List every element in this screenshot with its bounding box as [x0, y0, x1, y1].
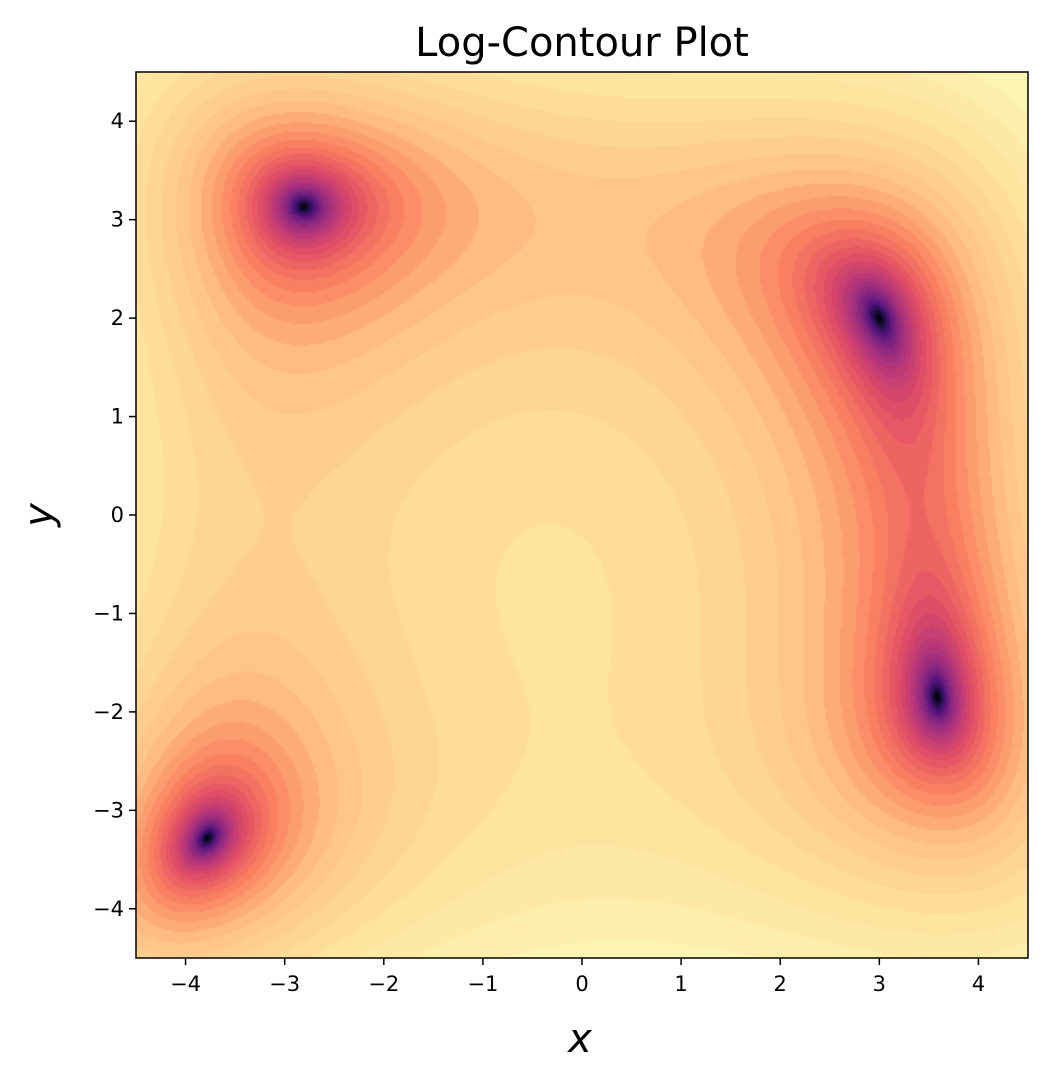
x-tick-label: 2 — [774, 972, 787, 996]
x-tick-label: 3 — [873, 972, 886, 996]
y-tick-label: −1 — [93, 601, 124, 625]
plot-area — [136, 72, 1028, 958]
y-tick-label: −4 — [93, 897, 124, 921]
x-tick-label: −3 — [269, 972, 300, 996]
y-tick-label: −2 — [93, 700, 124, 724]
y-tick-label: 4 — [111, 109, 124, 133]
x-tick-label: −4 — [170, 972, 201, 996]
chart-title: Log-Contour Plot — [415, 20, 749, 66]
y-tick-label: 1 — [111, 405, 124, 429]
x-tick-label: −1 — [467, 972, 498, 996]
x-axis: −4 −3 −2 −1 0 1 2 3 4 — [170, 958, 985, 996]
y-tick-label: 0 — [111, 503, 124, 527]
y-tick-label: −3 — [93, 798, 124, 822]
y-tick-label: 3 — [111, 208, 124, 232]
y-axis: −4 −3 −2 −1 0 1 2 3 4 — [93, 109, 136, 921]
y-tick-label: 2 — [111, 306, 124, 330]
x-tick-label: −2 — [368, 972, 399, 996]
x-tick-label: 0 — [575, 972, 588, 996]
y-axis-label: y — [16, 502, 62, 528]
x-tick-label: 1 — [674, 972, 687, 996]
contour-fill — [136, 72, 1028, 958]
x-tick-label: 4 — [972, 972, 985, 996]
x-axis-label: x — [566, 1016, 592, 1062]
